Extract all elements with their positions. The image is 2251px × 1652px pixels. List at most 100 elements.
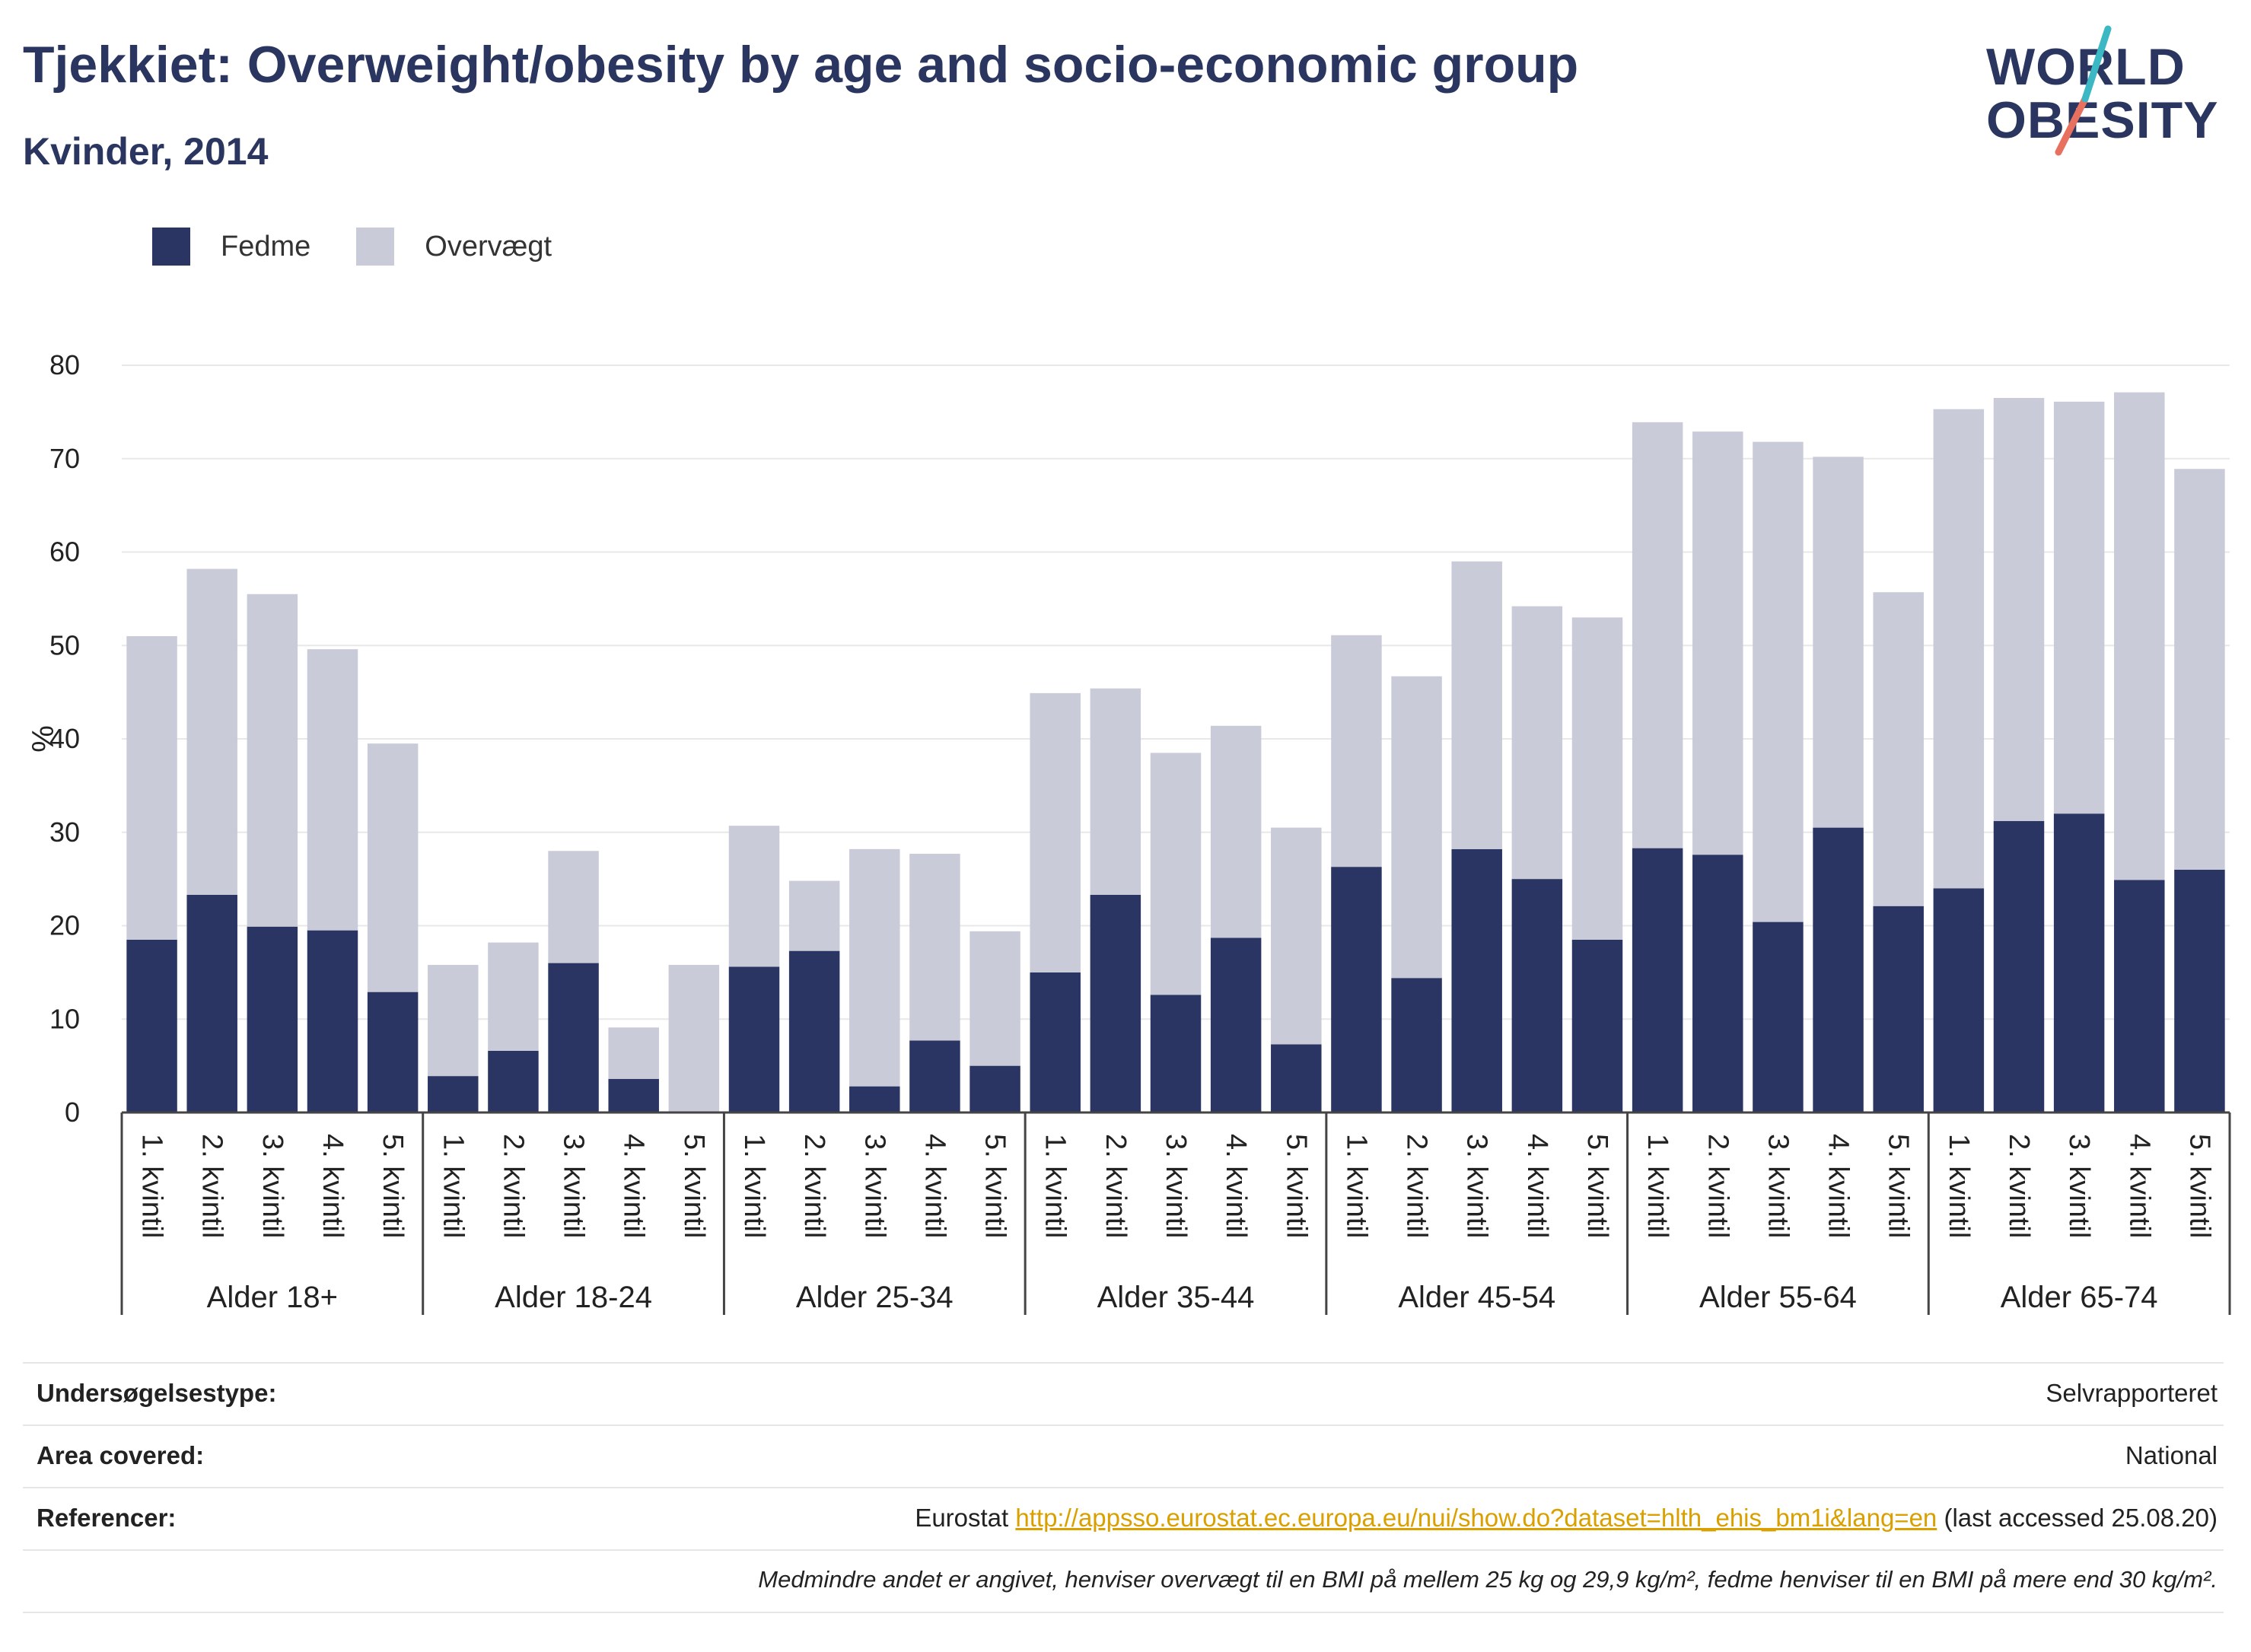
y-tick-label: 60: [49, 536, 80, 568]
bar-segment-overvaegt: [2174, 469, 2225, 870]
bar-segment-overvaegt: [1813, 457, 1864, 828]
bar-segment-overvaegt: [1090, 688, 1141, 895]
bar-segment-fedme: [186, 894, 237, 1112]
bar-segment-overvaegt: [909, 853, 960, 1041]
bar-segment-fedme: [1030, 972, 1081, 1112]
x-tick-label: 5. kvintil: [2183, 1134, 2215, 1238]
bar-segment-overvaegt: [1150, 753, 1202, 995]
bar-segment-overvaegt: [1030, 692, 1081, 972]
bar-segment-fedme: [608, 1078, 659, 1112]
group-label: Alder 55-64: [1699, 1281, 1857, 1314]
bar-segment-fedme: [126, 939, 177, 1112]
reference-prefix: Eurostat: [915, 1504, 1016, 1532]
bar-segment-fedme: [2053, 813, 2105, 1112]
bar-segment-overvaegt: [1210, 725, 1262, 938]
x-tick-label: 2. kvintil: [1100, 1134, 1132, 1238]
bar-segment-overvaegt: [247, 594, 298, 927]
legend-item-fedme[interactable]: Fedme: [152, 228, 310, 266]
bar-segment-fedme: [1933, 888, 1985, 1112]
bar-segment-overvaegt: [1753, 441, 1804, 922]
x-tick-label: 5. kvintil: [377, 1134, 409, 1238]
bar-segment-overvaegt: [1692, 431, 1743, 855]
legend-label-fedme: Fedme: [221, 230, 311, 263]
bar-segment-fedme: [1753, 921, 1804, 1112]
logo-slash-icon: [2055, 25, 2112, 156]
x-tick-label: 4. kvintil: [1220, 1134, 1252, 1238]
x-tick-label: 1. kvintil: [437, 1134, 469, 1238]
bar-segment-overvaegt: [2114, 392, 2165, 880]
group-label: Alder 25-34: [796, 1281, 954, 1314]
info-value-survey-type: Selvrapporteret: [2046, 1379, 2218, 1407]
info-key-area-covered: Area covered:: [37, 1441, 205, 1469]
x-tick-label: 2. kvintil: [2003, 1134, 2035, 1238]
x-tick-label: 1. kvintil: [738, 1134, 770, 1238]
bar-segment-fedme: [909, 1040, 960, 1112]
bar-segment-fedme: [1150, 995, 1202, 1112]
x-tick-label: 1. kvintil: [1641, 1134, 1673, 1238]
x-tick-label: 1. kvintil: [1340, 1134, 1372, 1238]
bar-segment-fedme: [849, 1086, 900, 1112]
x-tick-label: 1. kvintil: [136, 1134, 168, 1238]
bar-segment-fedme: [969, 1065, 1020, 1112]
bar-segment-fedme: [247, 926, 298, 1112]
y-tick-label: 40: [49, 723, 80, 754]
legend-item-overvaegt[interactable]: Overvægt: [356, 228, 552, 266]
x-tick-label: 1. kvintil: [1943, 1134, 1975, 1238]
bar-segment-fedme: [1331, 867, 1382, 1112]
group-label: Alder 45-54: [1398, 1281, 1555, 1314]
bar-segment-fedme: [1571, 939, 1623, 1112]
y-tick-label: 70: [49, 443, 80, 474]
bar-segment-overvaegt: [1391, 676, 1442, 979]
chart-subtitle: Kvinder, 2014: [23, 130, 269, 173]
chart-title: Tjekkiet: Overweight/obesity by age and …: [23, 36, 1579, 94]
x-tick-label: 2. kvintil: [497, 1134, 529, 1238]
bar-segment-fedme: [1632, 848, 1683, 1112]
x-tick-label: 3. kvintil: [2063, 1134, 2095, 1238]
info-row-survey-type: Undersøgelsestype: Selvrapporteret: [23, 1362, 2224, 1426]
bar-segment-fedme: [2114, 880, 2165, 1112]
reference-link[interactable]: http://appsso.eurostat.ec.europa.eu/nui/…: [1015, 1504, 1937, 1532]
x-tick-label: 2. kvintil: [798, 1134, 830, 1238]
bmi-definition-note: Medmindre andet er angivet, henviser ove…: [758, 1566, 2218, 1593]
y-tick-label: 30: [49, 816, 80, 848]
bar-segment-overvaegt: [367, 743, 419, 992]
x-tick-label: 5. kvintil: [979, 1134, 1011, 1238]
y-tick-label: 0: [65, 1097, 80, 1128]
info-row-area-covered: Area covered: National: [23, 1424, 2224, 1488]
y-tick-label: 50: [49, 629, 80, 660]
bar-segment-overvaegt: [186, 568, 237, 895]
legend-swatch-overvaegt: [356, 228, 395, 266]
x-tick-label: 4. kvintil: [1823, 1134, 1855, 1238]
bar-segment-overvaegt: [668, 965, 720, 1112]
x-tick-label: 4. kvintil: [919, 1134, 950, 1238]
bar-segment-fedme: [307, 930, 358, 1112]
bar-segment-overvaegt: [1632, 422, 1683, 848]
y-tick-label: 80: [49, 349, 80, 380]
bar-segment-fedme: [488, 1050, 539, 1112]
info-value-area-covered: National: [2125, 1441, 2218, 1469]
x-tick-label: 3. kvintil: [1160, 1134, 1192, 1238]
bar-segment-fedme: [1511, 879, 1563, 1112]
x-tick-label: 5. kvintil: [1883, 1134, 1915, 1238]
bar-segment-fedme: [1090, 894, 1141, 1112]
x-tick-label: 3. kvintil: [858, 1134, 890, 1238]
bar-segment-overvaegt: [548, 851, 599, 963]
bar-segment-overvaegt: [728, 826, 780, 967]
x-tick-label: 2. kvintil: [1702, 1134, 1734, 1238]
bar-segment-overvaegt: [1933, 409, 1985, 889]
bar-segment-overvaegt: [126, 635, 177, 940]
x-tick-label: 5. kvintil: [1280, 1134, 1312, 1238]
reference-suffix: (last accessed 25.08.20): [1937, 1504, 2218, 1532]
x-tick-label: 4. kvintil: [1521, 1134, 1553, 1238]
bar-segment-overvaegt: [1271, 827, 1322, 1045]
bar-segment-fedme: [788, 950, 840, 1112]
bar-segment-fedme: [1451, 848, 1502, 1112]
info-row-references: Referencer: Eurostat http://appsso.euros…: [23, 1487, 2224, 1551]
x-tick-label: 2. kvintil: [196, 1134, 228, 1238]
bar-segment-overvaegt: [1993, 397, 2045, 822]
stacked-bar-chart: 0 10 20 30 40 50 60 70 80% 1. kvintil 2. kvintil 3.…: [27, 349, 2231, 1315]
y-tick-label: 10: [49, 1003, 80, 1034]
bar-segment-overvaegt: [1571, 617, 1623, 940]
bar-segment-overvaegt: [1331, 635, 1382, 867]
info-key-references: Referencer:: [37, 1504, 177, 1532]
